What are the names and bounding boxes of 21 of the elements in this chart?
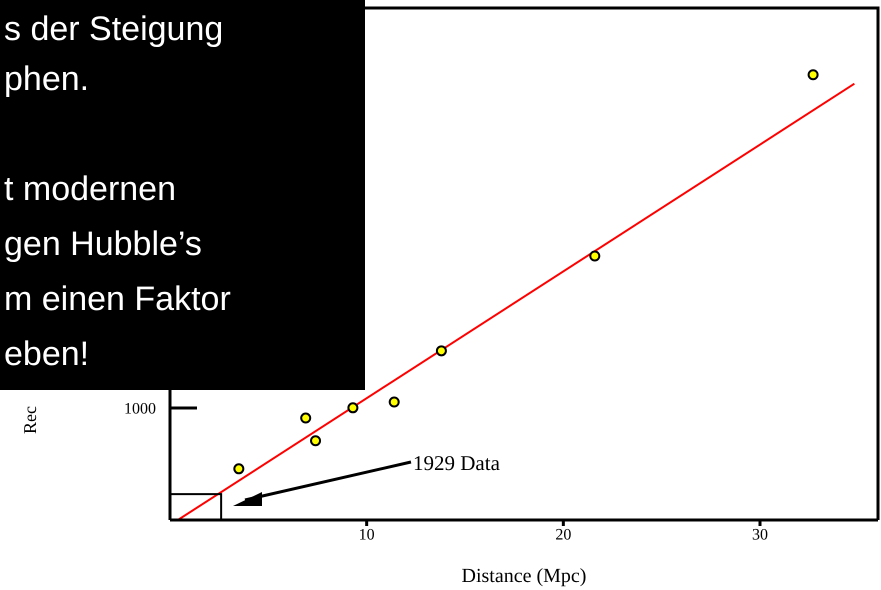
annotation: 1929 Data — [413, 451, 501, 475]
point — [233, 463, 244, 474]
annotation: gen Hubble’s — [4, 225, 202, 263]
x-tick-label: 10 — [358, 526, 375, 544]
point — [589, 250, 600, 262]
text: Rec — [20, 406, 40, 434]
point — [436, 345, 447, 356]
x-tick-label: 20 — [555, 526, 572, 544]
text: 1000 — [124, 400, 156, 418]
text: s der Steigung — [4, 10, 224, 48]
annotation: t modernen — [4, 170, 176, 208]
text: eben! — [4, 335, 90, 373]
point — [808, 69, 819, 80]
x-tick-label: 30 — [752, 526, 768, 544]
annotation: m einen Faktor — [4, 280, 231, 318]
point — [347, 402, 358, 414]
point — [310, 435, 322, 446]
x-axis-title: Distance (Mpc) — [462, 565, 586, 587]
point — [300, 412, 312, 424]
point — [388, 396, 400, 408]
text: phen. — [4, 60, 90, 98]
